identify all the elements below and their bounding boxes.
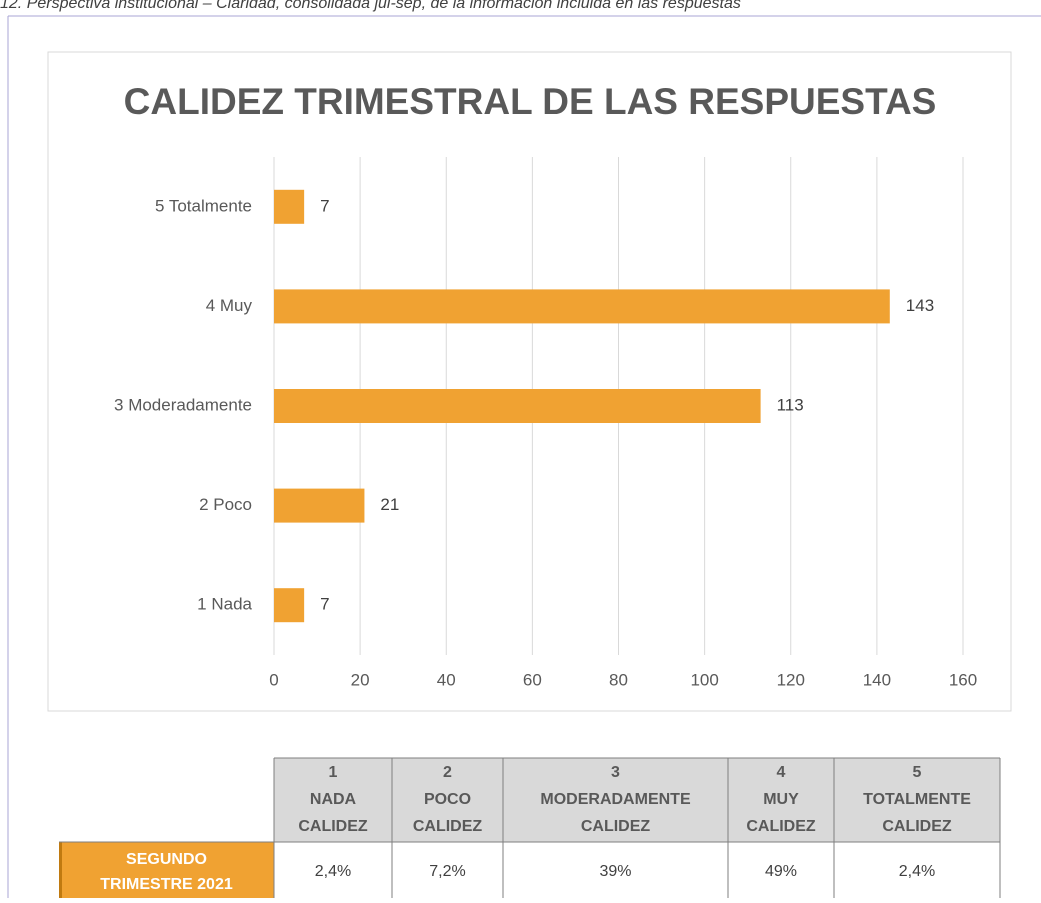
table-header: 2 <box>443 764 452 781</box>
bar <box>274 289 890 324</box>
x-tick-label: 140 <box>863 670 891 689</box>
x-tick-label: 160 <box>949 670 977 689</box>
row-label-edge <box>59 842 62 903</box>
x-tick-label: 80 <box>609 670 628 689</box>
x-tick-label: 0 <box>269 670 278 689</box>
caption: 12. Perspectiva institucional – Claridad… <box>0 0 741 12</box>
bar <box>274 189 305 224</box>
table-header: CALIDEZ <box>413 818 483 835</box>
x-tick-label: 40 <box>437 670 456 689</box>
x-tick-label: 20 <box>351 670 370 689</box>
x-tick-label: 120 <box>777 670 805 689</box>
bar <box>274 389 761 423</box>
chart-title: CALIDEZ TRIMESTRAL DE LAS RESPUESTAS <box>124 81 937 122</box>
data-label: 143 <box>906 296 934 315</box>
table-header: 5 <box>913 764 922 781</box>
bar <box>274 488 365 523</box>
table-header: 3 <box>611 764 620 781</box>
table-header: TOTALMENTE <box>863 791 971 808</box>
y-tick-label: 3 Moderadamente <box>114 395 252 414</box>
y-tick-label: 1 Nada <box>197 595 252 614</box>
table-header: CALIDEZ <box>298 818 368 835</box>
table-cell: 7,2% <box>429 863 465 880</box>
data-label: 113 <box>777 395 804 414</box>
table-header: 4 <box>777 764 786 781</box>
table-header-bg <box>274 758 1000 842</box>
table-header: NADA <box>310 791 357 808</box>
table-header: POCO <box>424 791 471 808</box>
y-tick-label: 2 Poco <box>199 495 252 514</box>
data-label: 7 <box>320 196 329 215</box>
row-label: SEGUNDO <box>126 851 207 868</box>
bar <box>274 588 305 623</box>
table-header: CALIDEZ <box>882 818 952 835</box>
table-header: MUY <box>763 791 799 808</box>
table-cell: 2,4% <box>315 863 351 880</box>
data-label: 7 <box>320 595 329 614</box>
chart-frame <box>47 51 1012 712</box>
table-header: CALIDEZ <box>581 818 651 835</box>
y-tick-label: 4 Muy <box>206 296 253 315</box>
data-label: 21 <box>380 495 399 514</box>
table-header: CALIDEZ <box>746 818 816 835</box>
table-cell: 2,4% <box>899 863 935 880</box>
row-label: TRIMESTRE 2021 <box>100 876 233 893</box>
x-tick-label: 60 <box>523 670 542 689</box>
table-header: MODERADAMENTE <box>540 791 691 808</box>
y-tick-label: 5 Totalmente <box>155 196 252 215</box>
table-cell: 49% <box>765 863 797 880</box>
table-cell: 39% <box>599 863 631 880</box>
row-label-bg <box>59 842 274 903</box>
table-header: 1 <box>329 764 338 781</box>
x-tick-label: 100 <box>690 670 718 689</box>
